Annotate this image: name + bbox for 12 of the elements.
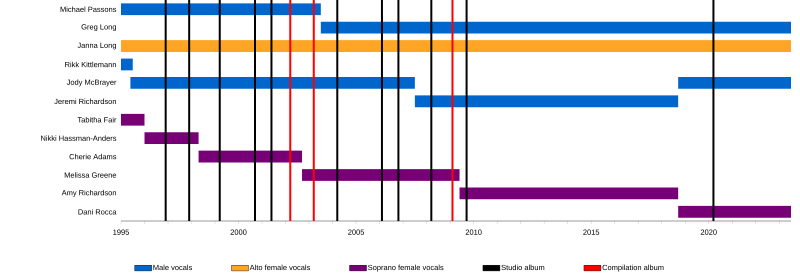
bar	[414, 95, 678, 108]
bar	[678, 206, 792, 218]
bar	[678, 76, 792, 89]
bar	[121, 114, 145, 126]
bar	[460, 187, 678, 200]
bar	[320, 22, 792, 34]
bar	[302, 169, 460, 181]
bar	[198, 150, 302, 162]
bar	[121, 3, 321, 16]
bar	[121, 58, 133, 70]
bar	[144, 132, 199, 144]
bar	[121, 40, 792, 52]
